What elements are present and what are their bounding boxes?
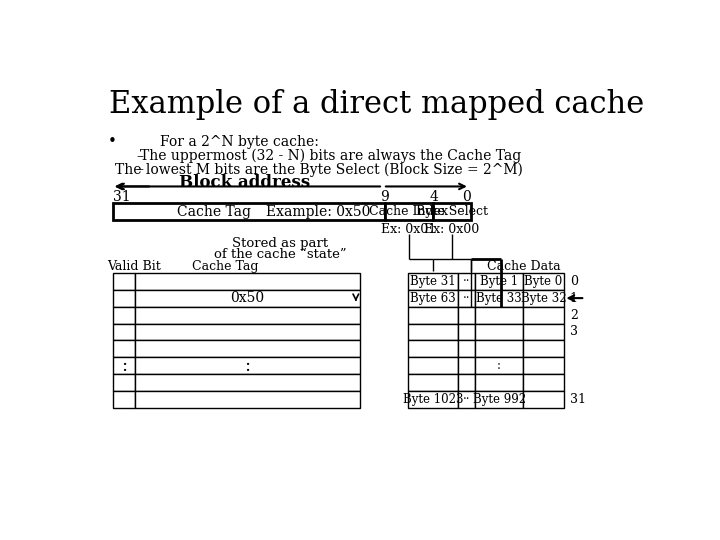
Bar (475, 374, 523, 392)
Bar (408, 273, 458, 289)
Text: Ex: 0x00: Ex: 0x00 (424, 223, 480, 236)
Bar (384, 204, 433, 220)
Bar (523, 307, 564, 323)
Bar (135, 340, 360, 357)
Text: Byte 992: Byte 992 (472, 393, 526, 406)
Text: Cache Index: Cache Index (369, 205, 448, 218)
Bar (458, 323, 475, 340)
Text: 9: 9 (380, 190, 389, 204)
Text: 0x50: 0x50 (230, 291, 264, 305)
Text: Byte 1023: Byte 1023 (402, 393, 463, 406)
Text: :: : (121, 357, 127, 375)
Bar (475, 340, 523, 357)
Bar (135, 357, 360, 374)
Text: Ex: 0x01: Ex: 0x01 (381, 223, 436, 236)
Text: For a 2^N byte cache:: For a 2^N byte cache: (160, 135, 319, 149)
Text: Example: 0x50: Example: 0x50 (266, 205, 371, 219)
Bar (458, 307, 475, 323)
Text: •: • (107, 134, 116, 149)
Bar (135, 374, 360, 392)
Bar (475, 323, 523, 340)
Bar (458, 392, 475, 408)
Bar (475, 273, 523, 289)
Text: Cache Tag: Cache Tag (177, 205, 251, 219)
Text: 31: 31 (570, 393, 586, 406)
Text: Block address: Block address (179, 174, 310, 191)
Bar (113, 374, 135, 392)
Text: 1: 1 (570, 292, 577, 305)
Bar (113, 204, 384, 220)
Text: Cache Tag: Cache Tag (192, 260, 259, 273)
Text: ··: ·· (463, 393, 470, 406)
Text: 4: 4 (430, 190, 438, 204)
Text: 3: 3 (570, 326, 577, 339)
Text: ··: ·· (463, 275, 470, 288)
Bar (475, 357, 523, 374)
Bar (135, 323, 360, 340)
Text: Byte 31: Byte 31 (410, 275, 456, 288)
Text: The lowest M bits are the Byte Select (Block Size = 2^M): The lowest M bits are the Byte Select (B… (114, 163, 523, 177)
Bar (458, 289, 475, 307)
Bar (135, 273, 360, 289)
Bar (113, 323, 135, 340)
Bar (408, 323, 458, 340)
Text: Valid Bit: Valid Bit (107, 260, 161, 273)
Text: –: – (137, 163, 144, 177)
Text: Byte 63: Byte 63 (410, 292, 456, 305)
Bar (113, 273, 135, 289)
Bar (523, 392, 564, 408)
Bar (523, 323, 564, 340)
Bar (113, 340, 135, 357)
Bar (433, 204, 472, 220)
Bar (113, 307, 135, 323)
Bar (408, 340, 458, 357)
Bar (408, 289, 458, 307)
Text: –: – (137, 148, 144, 163)
Text: Byte 1: Byte 1 (480, 275, 518, 288)
Text: :: : (498, 360, 501, 373)
Text: 2: 2 (570, 308, 577, 321)
Bar (113, 357, 135, 374)
Bar (113, 289, 135, 307)
Bar (458, 374, 475, 392)
Bar (408, 357, 458, 374)
Bar (113, 392, 135, 408)
Text: The uppermost (32 - N) bits are always the Cache Tag: The uppermost (32 - N) bits are always t… (140, 148, 521, 163)
Bar (408, 307, 458, 323)
Bar (475, 307, 523, 323)
Bar (135, 289, 360, 307)
Text: Byte 0: Byte 0 (524, 275, 562, 288)
Bar (523, 357, 564, 374)
Bar (475, 289, 523, 307)
Bar (408, 392, 458, 408)
Text: 0: 0 (462, 190, 472, 204)
Text: of the cache “state”: of the cache “state” (214, 248, 346, 261)
Text: Byte Select: Byte Select (416, 205, 488, 218)
Text: Byte 32: Byte 32 (521, 292, 566, 305)
Text: Cache Data: Cache Data (487, 260, 561, 273)
Text: ··: ·· (463, 292, 470, 305)
Text: Byte 33: Byte 33 (477, 292, 522, 305)
Bar (475, 392, 523, 408)
Bar (458, 357, 475, 374)
Text: 31: 31 (113, 190, 131, 204)
Bar (458, 273, 475, 289)
Bar (135, 392, 360, 408)
Bar (523, 289, 564, 307)
Text: Stored as part: Stored as part (232, 237, 328, 250)
Bar (523, 340, 564, 357)
Bar (135, 307, 360, 323)
Bar (458, 340, 475, 357)
Text: Example of a direct mapped cache: Example of a direct mapped cache (109, 89, 644, 120)
Text: 0: 0 (570, 275, 577, 288)
Bar (408, 374, 458, 392)
Bar (523, 374, 564, 392)
Text: :: : (244, 357, 251, 375)
Bar (523, 273, 564, 289)
